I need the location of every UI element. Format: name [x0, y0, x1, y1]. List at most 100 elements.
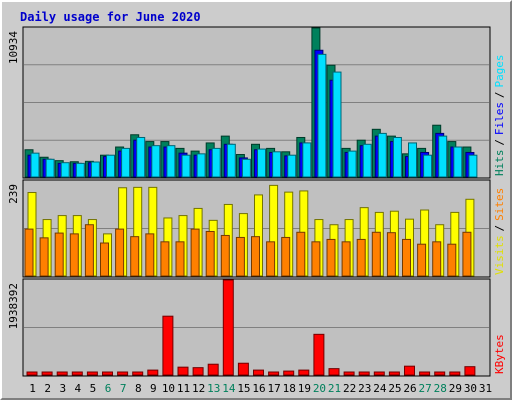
bar-sites-day-28	[432, 241, 442, 277]
x-tick-day-18: 18	[283, 382, 296, 395]
bar-pages-day-8	[136, 136, 146, 178]
x-tick-day-20: 20	[313, 382, 326, 395]
bar-sites-day-16	[251, 236, 260, 277]
bar-pages-day-12	[196, 153, 206, 178]
bar-sites-day-14	[220, 234, 230, 277]
bar-sites-day-29	[447, 243, 457, 277]
bar-sites-day-19	[296, 231, 306, 277]
x-tick-day-22: 22	[343, 382, 356, 395]
bar-kbytes-day-20	[313, 333, 325, 376]
bar-sites-day-5	[84, 224, 94, 277]
bar-sites-day-10	[160, 241, 170, 277]
bar-kbytes-day-27	[419, 371, 431, 376]
bar-pages-day-19	[302, 142, 312, 178]
bar-pages-day-13	[211, 147, 221, 178]
bar-sites-day-8	[130, 236, 140, 277]
bar-pages-day-30	[468, 154, 478, 178]
bar-kbytes-day-17	[268, 371, 280, 376]
x-tick-day-9: 9	[150, 382, 157, 395]
bar-sites-day-4	[69, 233, 79, 277]
bar-kbytes-day-14	[222, 279, 234, 376]
y-axis-max-label: 10934	[7, 31, 20, 64]
bar-pages-day-4	[75, 162, 85, 178]
bar-sites-day-1	[24, 228, 34, 277]
bar-pages-day-28	[438, 135, 448, 178]
x-tick-day-5: 5	[90, 382, 97, 395]
bar-kbytes-day-25	[388, 371, 400, 376]
bar-pages-day-27	[423, 154, 433, 178]
x-tick-day-31: 31	[479, 382, 492, 395]
bar-pages-day-23	[362, 143, 372, 178]
bar-pages-day-20	[317, 53, 327, 178]
label-separator: /	[493, 139, 506, 146]
bar-pages-day-10	[166, 145, 176, 178]
bar-sites-day-13	[205, 230, 215, 277]
bar-sites-day-9	[145, 233, 155, 277]
bar-kbytes-day-23	[358, 371, 370, 376]
bar-kbytes-day-21	[328, 368, 340, 376]
legend-pages: Pages	[493, 54, 506, 87]
bar-kbytes-day-9	[147, 369, 159, 376]
x-tick-day-23: 23	[358, 382, 371, 395]
x-tick-day-11: 11	[177, 382, 190, 395]
x-tick-day-14: 14	[222, 382, 236, 395]
bar-pages-day-25	[392, 136, 402, 178]
x-tick-day-29: 29	[449, 382, 462, 395]
x-tick-day-24: 24	[373, 382, 387, 395]
bar-sites-day-7	[115, 228, 125, 277]
bar-pages-day-2	[45, 158, 55, 178]
bar-sites-day-11	[175, 241, 185, 277]
bar-pages-day-14	[226, 143, 236, 178]
bar-kbytes-day-24	[373, 371, 385, 376]
bar-pages-day-6	[106, 154, 115, 178]
bar-sites-day-24	[371, 231, 381, 277]
bar-kbytes-day-1	[26, 371, 38, 376]
x-tick-day-4: 4	[75, 382, 82, 395]
bar-kbytes-day-13	[207, 363, 219, 376]
bar-sites-day-3	[54, 232, 64, 277]
bar-pages-day-29	[453, 146, 463, 178]
bar-kbytes-day-2	[41, 371, 53, 376]
bar-kbytes-day-18	[283, 370, 295, 376]
bar-pages-day-1	[30, 152, 40, 178]
bar-kbytes-day-5	[86, 371, 98, 376]
bar-kbytes-day-26	[404, 365, 415, 376]
bar-sites-day-30	[462, 231, 472, 277]
bar-kbytes-day-10	[162, 315, 174, 376]
bar-kbytes-day-11	[177, 366, 189, 376]
bar-pages-day-21	[332, 71, 342, 178]
bar-kbytes-day-19	[298, 369, 310, 376]
x-tick-day-30: 30	[464, 382, 477, 395]
label-separator: /	[493, 225, 506, 232]
bar-kbytes-day-28	[434, 371, 446, 376]
x-tick-day-19: 19	[298, 382, 311, 395]
bar-sites-day-17	[266, 241, 276, 277]
bar-kbytes-day-6	[102, 371, 113, 376]
x-tick-day-2: 2	[44, 382, 51, 395]
bar-pages-day-9	[151, 145, 161, 178]
bar-sites-day-21	[326, 238, 336, 277]
x-tick-day-28: 28	[434, 382, 447, 395]
x-tick-day-27: 27	[419, 382, 432, 395]
y-axis-max-label: 239	[7, 184, 20, 204]
bar-sites-day-25	[386, 232, 396, 277]
bar-sites-day-6	[100, 242, 109, 277]
bar-pages-day-26	[408, 142, 417, 178]
x-tick-day-17: 17	[268, 382, 281, 395]
bar-sites-day-22	[341, 241, 351, 277]
x-tick-day-1: 1	[29, 382, 36, 395]
bar-sites-day-20	[311, 241, 321, 277]
x-tick-day-16: 16	[252, 382, 265, 395]
bar-pages-day-5	[90, 161, 100, 178]
bar-sites-day-18	[281, 236, 291, 277]
legend-files: Files	[493, 102, 506, 135]
bar-kbytes-day-3	[56, 371, 68, 376]
bar-sites-day-23	[356, 238, 366, 277]
bar-pages-day-24	[377, 132, 387, 178]
legend-kbytes: KBytes	[493, 334, 506, 374]
bar-kbytes-day-29	[449, 371, 461, 376]
bar-sites-day-12	[190, 228, 200, 277]
y-axis-max-label: 1938392	[7, 283, 20, 329]
x-tick-day-21: 21	[328, 382, 341, 395]
